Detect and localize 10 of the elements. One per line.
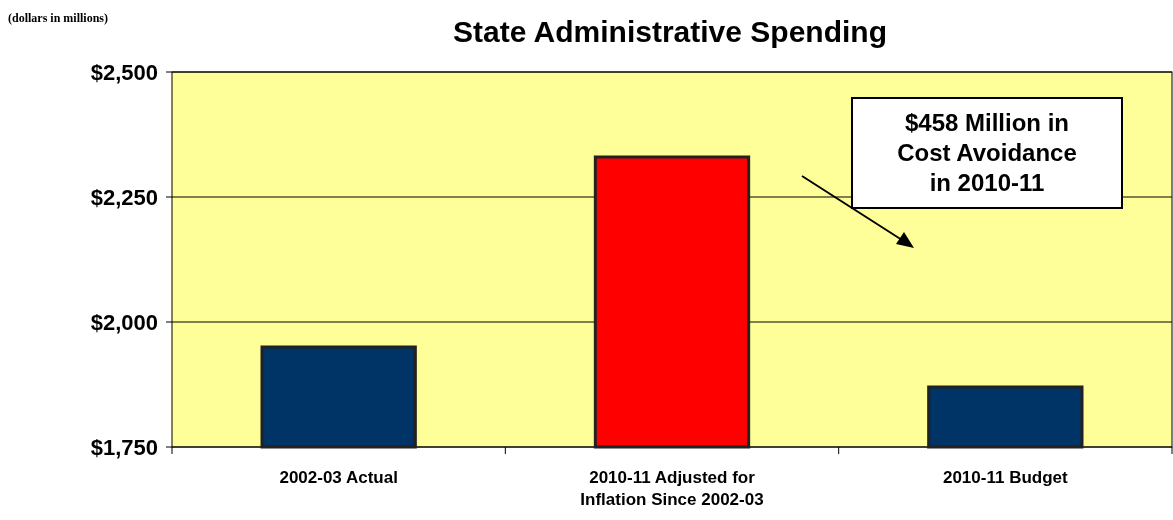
x-tick-label: 2010-11 Budget — [942, 468, 1069, 487]
annotation: $458 Million in Cost Avoidance in 2010-11 — [897, 109, 1077, 196]
x-tick-label: 2002-03 Actual — [279, 468, 398, 487]
y-tick-label: $2,250 — [90, 184, 158, 210]
x-tick-label: 2010-11 Adjusted for Inflation Since 2002-03 — [580, 468, 764, 509]
text: (dollars in millions) — [8, 11, 109, 25]
y-tick-label: $1,750 — [90, 434, 158, 460]
y-tick-label: $2,500 — [90, 59, 158, 85]
y-tick-label: $2,000 — [90, 309, 158, 335]
chart-title: State Administrative Spending — [453, 15, 887, 48]
